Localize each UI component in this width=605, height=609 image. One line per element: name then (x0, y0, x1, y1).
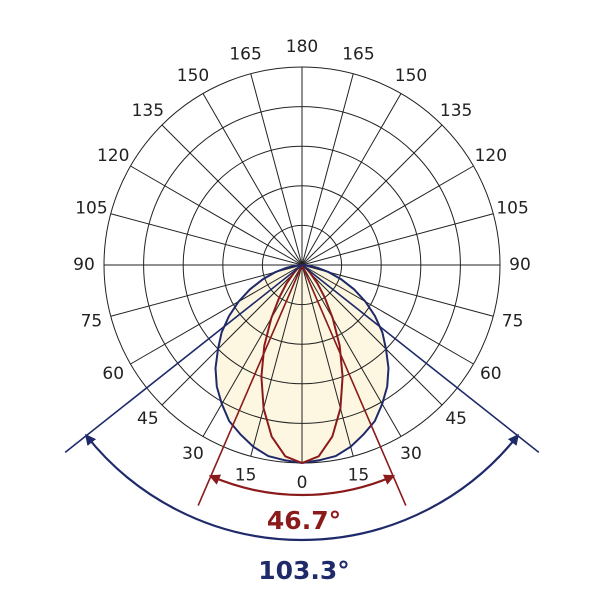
beam-line (301, 264, 540, 454)
angle-label: 60 (480, 364, 502, 384)
beam-arc (84, 433, 520, 542)
spoke (110, 213, 303, 266)
spoke (301, 264, 402, 437)
spoke (110, 264, 303, 317)
angle-label: 105 (496, 199, 528, 219)
beam-line (301, 264, 407, 506)
angle-label: 150 (395, 66, 427, 86)
angle-label: 45 (445, 409, 467, 429)
spoke (301, 264, 443, 406)
angle-label: 105 (75, 199, 107, 219)
spoke (202, 93, 303, 266)
spoke (130, 165, 303, 266)
angle-label: 120 (97, 146, 129, 166)
angle-label: 135 (440, 101, 472, 121)
angle-label: 30 (400, 444, 422, 464)
angle-label: 45 (137, 409, 159, 429)
angle-label: 15 (348, 466, 370, 486)
spoke (161, 264, 303, 406)
spoke (301, 264, 354, 457)
spoke (301, 73, 354, 266)
angle-label: 150 (177, 66, 209, 86)
spoke (301, 124, 443, 266)
beam-label: 46.7° (267, 506, 341, 535)
angle-label: 75 (502, 311, 524, 331)
angle-label: 0 (297, 473, 308, 493)
angle-label: 135 (132, 101, 164, 121)
angle-label: 90 (509, 255, 531, 275)
beam-label: 103.3° (258, 556, 350, 585)
spoke (250, 264, 303, 457)
beam-line (64, 264, 303, 454)
angle-label: 15 (235, 466, 257, 486)
angle-label: 165 (342, 44, 374, 64)
spoke (301, 264, 474, 365)
spoke (202, 264, 303, 437)
spoke (301, 213, 494, 266)
beam-line (197, 264, 303, 506)
angle-label: 75 (81, 311, 103, 331)
spoke (301, 93, 402, 266)
angle-label: 60 (102, 364, 124, 384)
curve (260, 264, 344, 465)
beam-arc (208, 474, 396, 497)
spoke (161, 124, 303, 266)
spoke (130, 264, 303, 365)
spoke (301, 264, 494, 317)
angle-label: 180 (286, 37, 318, 57)
spoke (301, 165, 474, 266)
angle-label: 30 (182, 444, 204, 464)
angle-label: 165 (229, 44, 261, 64)
angle-label: 90 (73, 255, 95, 275)
angle-label: 120 (475, 146, 507, 166)
spoke (250, 73, 303, 266)
